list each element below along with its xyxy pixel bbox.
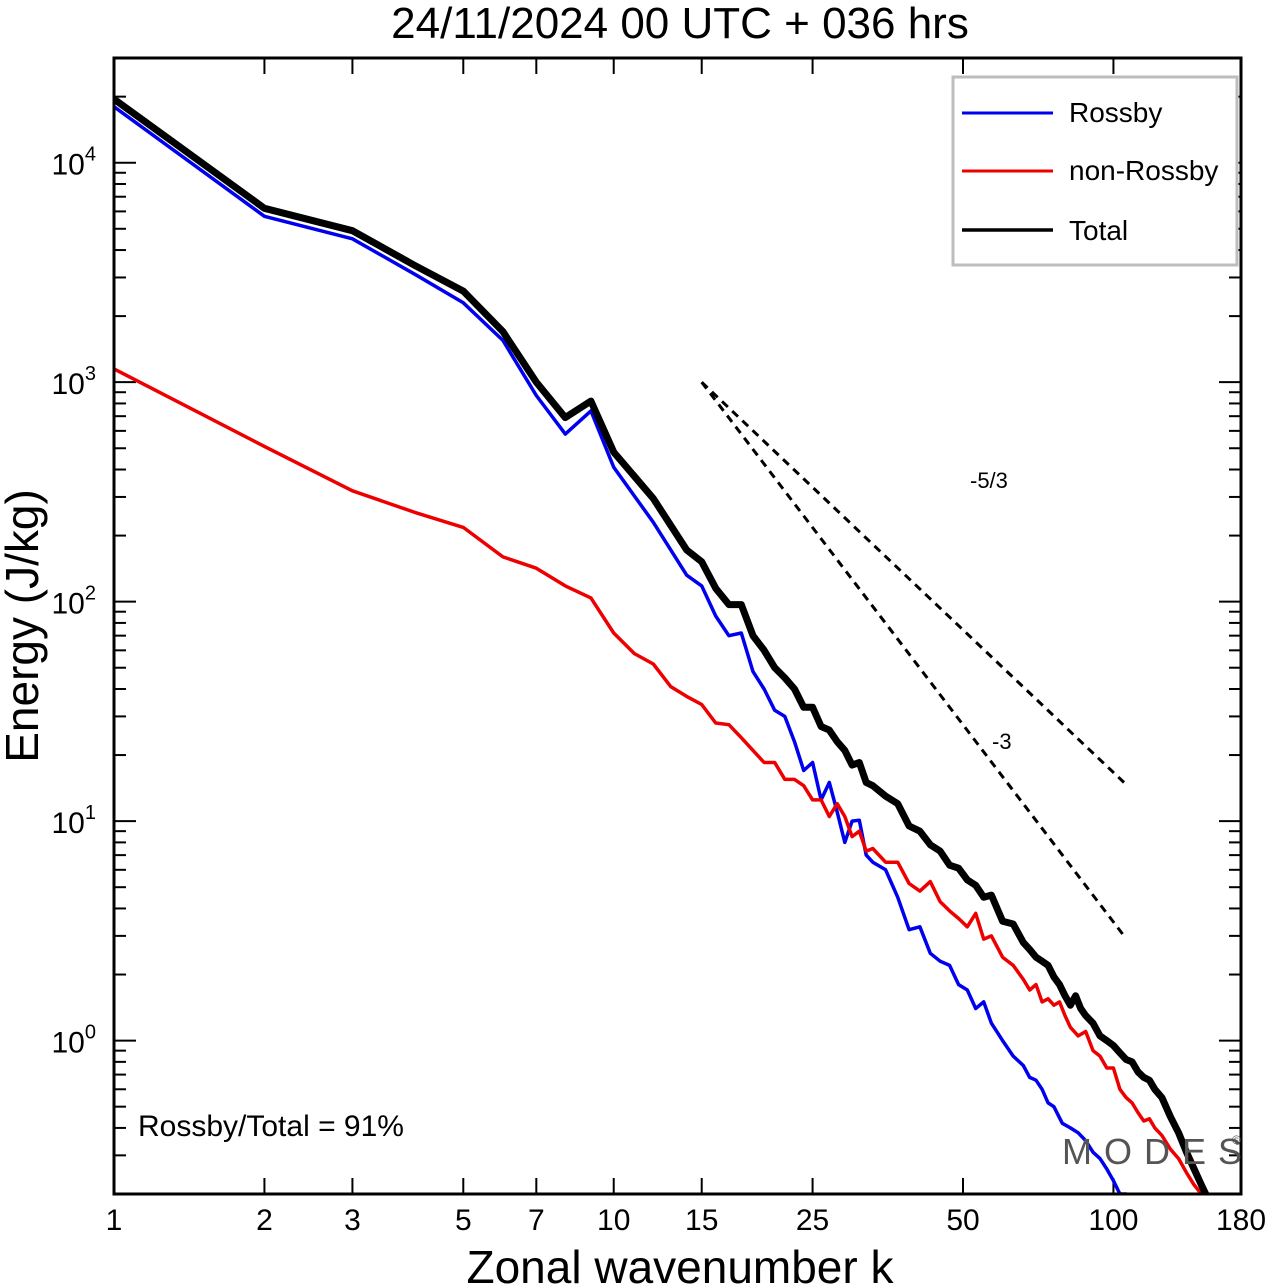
y-tick-label: 100 bbox=[52, 1022, 97, 1060]
x-tick-label: 10 bbox=[597, 1204, 630, 1237]
slope-label-minus-three: -3 bbox=[992, 729, 1012, 754]
series-line-rossby bbox=[114, 104, 1128, 1194]
y-tick-label: 102 bbox=[52, 583, 97, 621]
tick-labels: 1 2 3 5 7 10 15 25 50 100 180 100 101 102 103 104 bbox=[52, 144, 1267, 1237]
legend-label-non-rossby: non-Rossby bbox=[1069, 155, 1218, 186]
legend-label-total: Total bbox=[1069, 215, 1128, 246]
x-tick-label: 180 bbox=[1216, 1204, 1266, 1237]
modes-watermark: MODES bbox=[1062, 1131, 1254, 1172]
x-tick-label: 100 bbox=[1088, 1204, 1138, 1237]
x-tick-label: 25 bbox=[796, 1204, 829, 1237]
slope-reference-lines bbox=[700, 381, 1126, 937]
x-tick-label: 50 bbox=[946, 1204, 979, 1237]
axis-ticks bbox=[113, 57, 1242, 1195]
y-axis-title: Energy (J/kg) bbox=[0, 489, 48, 763]
copyright-mark: © bbox=[1232, 1133, 1241, 1147]
series-line-total bbox=[114, 95, 1210, 1194]
x-tick-label: 2 bbox=[256, 1204, 273, 1237]
x-tick-label: 1 bbox=[106, 1204, 123, 1237]
rossby-total-ratio: Rossby/Total = 91% bbox=[138, 1110, 404, 1143]
series-layer bbox=[114, 95, 1210, 1194]
plot-frame bbox=[112, 56, 1243, 1196]
x-tick-label: 7 bbox=[528, 1204, 545, 1237]
x-axis-title: Zonal wavenumber k bbox=[467, 1241, 895, 1288]
x-tick-label: 15 bbox=[685, 1204, 718, 1237]
y-tick-label: 101 bbox=[52, 802, 97, 840]
legend-label-rossby: Rossby bbox=[1069, 97, 1162, 128]
x-tick-label: 5 bbox=[455, 1204, 472, 1237]
y-tick-label: 103 bbox=[52, 363, 97, 401]
slope-label-minus-five-thirds: -5/3 bbox=[970, 468, 1008, 493]
legend: Rossby non-Rossby Total bbox=[951, 75, 1239, 267]
slope-line-minus-three bbox=[700, 381, 1126, 937]
legend-box bbox=[951, 75, 1239, 267]
x-tick-label: 3 bbox=[344, 1204, 361, 1237]
chart-title: 24/11/2024 00 UTC + 036 hrs bbox=[391, 0, 969, 48]
series-line-non-rossby bbox=[114, 367, 1204, 1194]
y-tick-label: 104 bbox=[52, 144, 97, 182]
